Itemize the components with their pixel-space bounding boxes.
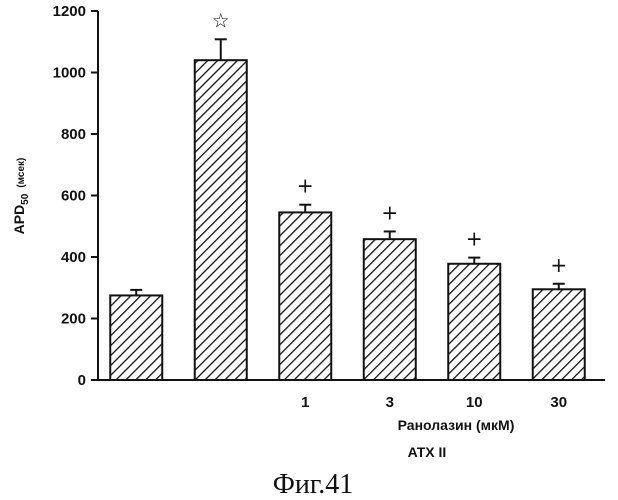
- y-tick-label: 0: [78, 372, 86, 389]
- significance-marker: +: [381, 200, 398, 224]
- x-tick-label: 1: [301, 394, 309, 411]
- y-axis-label-main: APD: [11, 205, 27, 235]
- y-axis-label-unit: (мсек): [16, 158, 27, 188]
- axes: 0 200 400 600 800 1000 1200: [53, 3, 605, 389]
- significance-marker: ☆: [212, 8, 230, 32]
- x-axis-label: Ранолазин (мкМ): [398, 417, 515, 433]
- y-tick-label: 1200: [53, 3, 86, 20]
- bar: [193, 59, 248, 381]
- bars: [109, 38, 586, 382]
- bar: [278, 211, 333, 381]
- bar: [447, 262, 502, 382]
- significance-marker: +: [297, 174, 314, 198]
- y-axis-label: APD50 (мсек): [11, 158, 31, 235]
- significance-marker: +: [466, 227, 483, 251]
- y-tick-label: 600: [61, 188, 86, 205]
- figure-caption: Фиг.41: [273, 469, 353, 500]
- x-tick-label: 3: [386, 394, 394, 411]
- y-tick-label: 800: [61, 126, 86, 143]
- x-tick-label: 30: [550, 394, 567, 411]
- y-tick-label: 1000: [53, 65, 86, 82]
- bar: [362, 238, 417, 381]
- bar: [531, 288, 586, 382]
- x-tick-label: 10: [466, 394, 483, 411]
- bar: [109, 294, 164, 381]
- y-tick-label: 400: [61, 249, 86, 266]
- x-axis-label-secondary: ATX II: [408, 444, 447, 460]
- significance-marker: +: [550, 253, 567, 277]
- y-tick-label: 200: [61, 311, 86, 328]
- y-axis-label-subscript: 50: [20, 193, 31, 205]
